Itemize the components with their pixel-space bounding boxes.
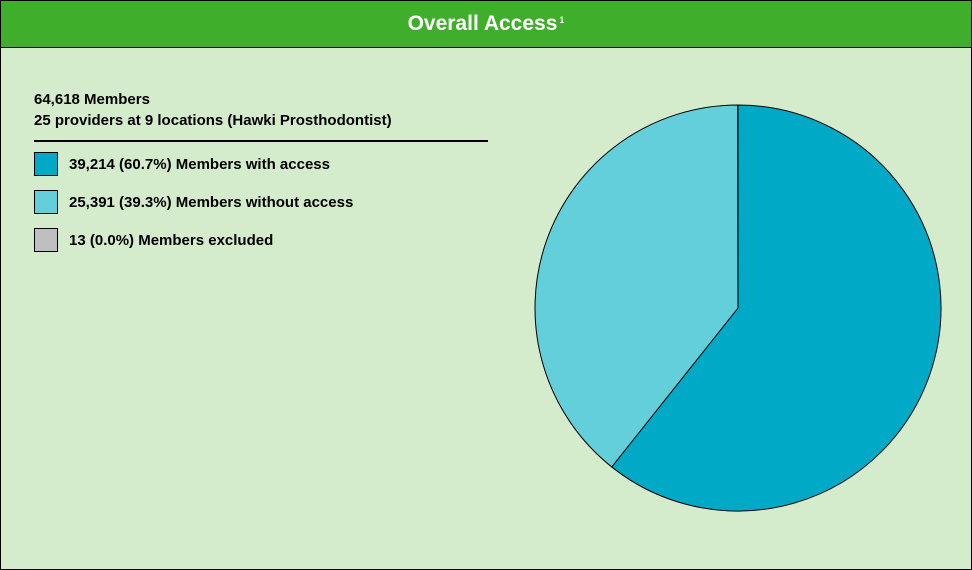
legend-label-with-access: 39,214 (60.7%) Members with access: [69, 156, 330, 173]
legend-label-excluded: 13 (0.0%) Members excluded: [69, 232, 273, 249]
legend-item-with-access: 39,214 (60.7%) Members with access: [34, 151, 353, 177]
panel-title: Overall Access: [408, 12, 558, 36]
legend-item-excluded: 13 (0.0%) Members excluded: [34, 227, 353, 253]
summary-block: 64,618 Members 25 providers at 9 locatio…: [34, 89, 392, 131]
legend-label-without-access: 25,391 (39.3%) Members without access: [69, 194, 353, 211]
legend-swatch-excluded: [34, 228, 58, 252]
pie-chart: [531, 101, 945, 515]
footnote-marker: 1: [559, 15, 564, 25]
legend: 39,214 (60.7%) Members with access 25,39…: [34, 151, 353, 265]
providers-info: 25 providers at 9 locations (Hawki Prost…: [34, 110, 392, 131]
legend-item-without-access: 25,391 (39.3%) Members without access: [34, 189, 353, 215]
summary-divider: [34, 140, 488, 142]
legend-swatch-without-access: [34, 190, 58, 214]
members-total: 64,618 Members: [34, 89, 392, 110]
legend-swatch-with-access: [34, 152, 58, 176]
